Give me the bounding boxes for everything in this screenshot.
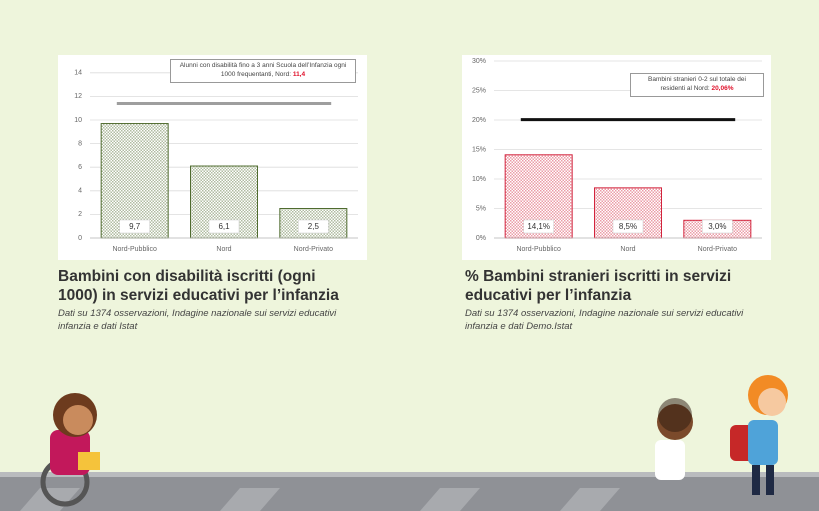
y-tick-label: 20% bbox=[472, 117, 486, 124]
callout: Bambini stranieri 0-2 sul totale dei res… bbox=[630, 73, 764, 97]
annotation: Bambini stranieri 0-2 sul totale dei res… bbox=[648, 76, 746, 92]
x-tick-label: Nord-Privato bbox=[698, 246, 737, 253]
y-tick-label: 4 bbox=[78, 188, 82, 195]
chart: 0 2 4 6 8 10 12 14 Nord-Pubblico 9,7 Nord 6,1 Nord-P… bbox=[74, 70, 358, 253]
y-tick-label: 14 bbox=[74, 70, 82, 77]
y-tick-label: 6 bbox=[78, 164, 82, 171]
value-label-box bbox=[612, 219, 644, 234]
value-label: 3,0% bbox=[708, 222, 726, 231]
reference-label: 11,4 bbox=[292, 70, 306, 78]
y-tick-label: 15% bbox=[472, 146, 486, 153]
callout: Alunni con disabilità fino a 3 anni Scuo… bbox=[170, 59, 356, 83]
chart-panel: 0% 5% 10% 15% 20% 25% 30% Nord-Pubblico 14,1% Nor… bbox=[462, 55, 771, 260]
x-tick-label: Nord bbox=[216, 246, 231, 253]
bar bbox=[100, 123, 169, 239]
y-tick-label: 30% bbox=[472, 58, 486, 65]
x-tick-label: Nord bbox=[620, 246, 635, 253]
y-tick-label: 25% bbox=[472, 87, 486, 94]
curb bbox=[0, 472, 819, 477]
chart-subtitle: Dati su 1374 osservazioni, Indagine nazi… bbox=[58, 308, 337, 332]
value-label-box bbox=[119, 219, 150, 234]
annotation: Alunni con disabilità fino a 3 anni Scuo… bbox=[179, 62, 347, 78]
value-label-box bbox=[523, 219, 554, 234]
y-tick-label: 0 bbox=[78, 235, 82, 242]
chart-subtitle: Dati su 1374 osservazioni, Indagine nazi… bbox=[465, 308, 744, 332]
value-label-box bbox=[702, 219, 733, 234]
child-left bbox=[40, 393, 100, 507]
caption: % Bambini stranieri iscritti in servizi … bbox=[465, 268, 755, 333]
value-label: 2,5 bbox=[308, 222, 320, 231]
x-tick-label: Nord-Privato bbox=[294, 246, 333, 253]
value-label: 6,1 bbox=[218, 222, 230, 231]
road bbox=[0, 472, 819, 511]
x-tick-label: Nord-Pubblico bbox=[516, 246, 560, 253]
x-tick-label: Nord-Pubblico bbox=[112, 246, 156, 253]
value-label: 9,7 bbox=[129, 222, 141, 231]
value-label-box bbox=[208, 219, 240, 234]
chart-panel: 0 2 4 6 8 10 12 14 Nord-Pubblico 9,7 Nord 6,1 Nord-P… bbox=[58, 55, 367, 260]
caption: Bambini con disabilità iscritti (ogni 10… bbox=[58, 268, 358, 333]
y-tick-label: 2 bbox=[78, 211, 82, 218]
chart-title: Bambini con disabilità iscritti (ogni 10… bbox=[58, 268, 339, 304]
value-label: 14,1% bbox=[527, 222, 550, 231]
road-marks bbox=[20, 488, 620, 511]
y-tick-label: 8 bbox=[78, 140, 82, 147]
chart-title: % Bambini stranieri iscritti in servizi … bbox=[465, 268, 732, 304]
y-tick-label: 10% bbox=[472, 176, 486, 183]
reference-label: 20,06% bbox=[711, 84, 734, 92]
value-label: 8,5% bbox=[619, 222, 637, 231]
y-tick-label: 0% bbox=[476, 235, 486, 242]
value-label-box bbox=[298, 219, 329, 234]
chart: 0% 5% 10% 15% 20% 25% 30% Nord-Pubblico 14,1% Nor… bbox=[472, 58, 762, 253]
child-right bbox=[655, 375, 788, 495]
y-tick-label: 12 bbox=[74, 93, 82, 100]
y-tick-label: 10 bbox=[74, 117, 82, 124]
y-tick-label: 5% bbox=[476, 205, 486, 212]
